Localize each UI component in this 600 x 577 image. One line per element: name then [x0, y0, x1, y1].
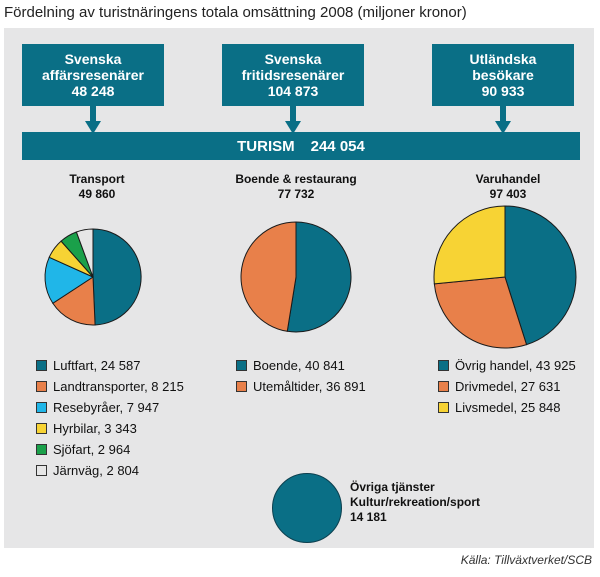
legend-label: Övrig handel, 43 925 — [455, 358, 576, 373]
pie-slice-boende — [286, 221, 352, 333]
other-line2: Kultur/rekreation/sport — [350, 495, 481, 509]
pie-slice-j-rnv-g — [75, 228, 94, 278]
legend-item: Landtransporter, 8 215 — [36, 376, 184, 397]
source-line1: Svenska — [64, 51, 122, 67]
pie-slice--vrig-handel — [504, 205, 577, 346]
other-line1: Övriga tjänster — [350, 480, 435, 494]
legend-item: Resebyråer, 7 947 — [36, 397, 184, 418]
category-total: 97 403 — [489, 187, 527, 201]
category-title: Varuhandel — [475, 172, 541, 186]
legend-item: Järnväg, 2 804 — [36, 460, 184, 481]
legend-label: Luftfart, 24 587 — [53, 358, 141, 373]
other-value: 14 181 — [350, 510, 387, 524]
source-box-leisure: Svenska fritidsresenärer 104 873 — [222, 44, 364, 106]
category-title: Boende & restaurang — [235, 172, 357, 186]
pie-slice-livsmedel — [433, 205, 506, 285]
legend-swatch — [438, 360, 449, 371]
source-line2: besökare — [472, 67, 534, 83]
legend-item: Sjöfart, 2 964 — [36, 439, 184, 460]
legend-swatch — [36, 423, 47, 434]
legend-swatch — [438, 381, 449, 392]
legend-swatch — [236, 360, 247, 371]
category-total: 77 732 — [277, 187, 315, 201]
source-value: 104 873 — [267, 83, 319, 99]
legend-item: Luftfart, 24 587 — [36, 355, 184, 376]
legend-label: Hyrbilar, 3 343 — [53, 421, 137, 436]
legend-label: Järnväg, 2 804 — [53, 463, 140, 478]
source-credit: Källa: Tillväxtverket/SCB — [460, 553, 592, 567]
category-heading-transport: Transport 49 860 — [12, 172, 182, 202]
legend-swatch — [36, 381, 47, 392]
turism-value: 244 054 — [310, 137, 365, 155]
legend-item: Livsmedel, 25 848 — [438, 397, 576, 418]
source-value: 48 248 — [71, 83, 115, 99]
legend-label: Utemåltider, 36 891 — [253, 379, 366, 394]
legend-label: Boende, 40 841 — [253, 358, 345, 373]
turism-label: TURISM — [237, 137, 295, 155]
legend-item: Drivmedel, 27 631 — [438, 376, 576, 397]
source-line1: Utländska — [469, 51, 537, 67]
arrow-down-icon — [495, 106, 511, 134]
pie-slice-landtransporter — [52, 276, 96, 326]
legend-item: Utemåltider, 36 891 — [236, 376, 366, 397]
legend-boende: Boende, 40 841 Utemåltider, 36 891 — [236, 355, 366, 397]
legend-label: Landtransporter, 8 215 — [53, 379, 184, 394]
chart-title: Fördelning av turistnäringens totala oms… — [4, 4, 467, 21]
legend-swatch — [236, 381, 247, 392]
source-value: 90 933 — [481, 83, 525, 99]
legend-varuhandel: Övrig handel, 43 925 Drivmedel, 27 631 Liv… — [438, 355, 576, 418]
legend-swatch — [438, 402, 449, 413]
source-line2: fritidsresenärer — [241, 67, 345, 83]
category-total: 49 860 — [78, 187, 116, 201]
other-services-bubble — [272, 473, 342, 543]
legend-swatch — [36, 360, 47, 371]
legend-label: Resebyråer, 7 947 — [53, 400, 160, 415]
legend-swatch — [36, 444, 47, 455]
other-services-label: Övriga tjänster Kultur/rekreation/sport … — [350, 480, 480, 525]
legend-swatch — [36, 402, 47, 413]
legend-label: Sjöfart, 2 964 — [53, 442, 131, 457]
legend-label: Drivmedel, 27 631 — [455, 379, 561, 394]
pie-slice-luftfart — [92, 228, 142, 326]
pie-slice-utem-ltider — [240, 221, 297, 332]
legend-item: Hyrbilar, 3 343 — [36, 418, 184, 439]
category-heading-boende: Boende & restaurang 77 732 — [211, 172, 381, 202]
legend-item: Övrig handel, 43 925 — [438, 355, 576, 376]
arrow-down-icon — [85, 106, 101, 134]
legend-swatch — [36, 465, 47, 476]
source-box-foreign: Utländska besökare 90 933 — [432, 44, 574, 106]
source-line2: affärsresenärer — [42, 67, 144, 83]
arrow-down-icon — [285, 106, 301, 134]
legend-item: Boende, 40 841 — [236, 355, 366, 376]
category-title: Transport — [69, 172, 125, 186]
category-heading-varuhandel: Varuhandel 97 403 — [423, 172, 593, 202]
legend-label: Livsmedel, 25 848 — [455, 400, 561, 415]
source-line1: Svenska — [264, 51, 322, 67]
turism-bar: TURISM 244 054 — [22, 132, 580, 160]
pie-slice-resebyr-er — [44, 256, 95, 304]
legend-transport: Luftfart, 24 587 Landtransporter, 8 215 Re… — [36, 355, 184, 481]
pie-slice-drivmedel — [433, 276, 528, 349]
source-box-business: Svenska affärsresenärer 48 248 — [22, 44, 164, 106]
